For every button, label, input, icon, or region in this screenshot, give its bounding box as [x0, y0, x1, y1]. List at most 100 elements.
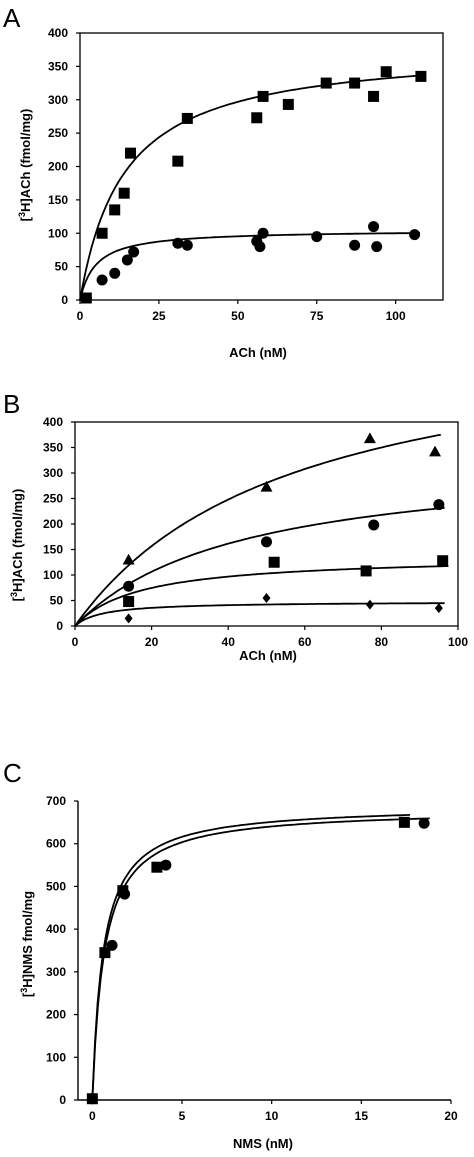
- panel-a-circle-point: [257, 227, 269, 239]
- panel-b-x-axis-label: ACh (nM): [239, 648, 297, 663]
- panel-a-circle-point: [181, 239, 193, 251]
- panel-a-y-tick-label: 300: [48, 93, 68, 107]
- panel-b-triangle-point: [429, 445, 442, 457]
- panel-b-y-tick-label: 150: [43, 543, 63, 557]
- panel-a-circle-point: [368, 221, 380, 233]
- panel-c-plot-area: 0 100 200 300 400 500 600 700 0 5 10 15 20: [46, 794, 458, 1123]
- panel-b-fit-curve-square: [74, 565, 449, 627]
- panel-b-circle-point: [123, 580, 135, 592]
- panel-c-x-tick-label: 15: [355, 1109, 369, 1123]
- panel-a-circle-point: [371, 241, 383, 253]
- panel-a-circle-point: [254, 241, 266, 253]
- panel-a-y-tick-label: 50: [55, 260, 69, 274]
- panel-b-triangle-point: [122, 553, 135, 565]
- panel-c-circle-point: [160, 859, 172, 871]
- panel-b-y-tick-label: 300: [43, 466, 63, 480]
- panel-c-letter: C: [3, 758, 22, 788]
- panel-c-square-point: [398, 816, 410, 828]
- panel-a-y-tick-label: 0: [61, 293, 68, 307]
- panel-a-y-tick-label: 150: [48, 193, 68, 207]
- panel-c-circle-point: [119, 888, 131, 900]
- panel-b-y-tick-label: 100: [43, 568, 63, 582]
- panel-b-y-tick-label: 400: [43, 415, 63, 429]
- panel-b-diamond-point: [365, 599, 374, 610]
- panel-c-x-tick-label: 20: [444, 1109, 458, 1123]
- panel-a-y-axis-label: [3H]ACh (fmol/mg): [17, 109, 33, 222]
- panel-c-y-axis-label: [3H]NMS fmol/mg: [19, 891, 35, 997]
- panel-a: A [3H]ACh (fmol/mg) ACh (nM) 0 50 100 150 20…: [3, 3, 444, 360]
- panel-c-square-point: [151, 861, 163, 873]
- panel-c-fit-curve-square: [91, 814, 411, 1101]
- panel-b-triangle-point: [363, 432, 376, 444]
- panel-a-y-tick-label: 350: [48, 59, 68, 73]
- panel-b-square-point: [437, 555, 449, 567]
- panel-a-square-point: [349, 77, 361, 89]
- panel-a-square-point: [172, 155, 184, 167]
- panel-a-circle-point: [172, 237, 184, 249]
- panel-c-y-tick-label: 500: [46, 879, 66, 893]
- panel-c-x-tick-label: 0: [89, 1109, 96, 1123]
- panel-b-triangle-point: [260, 480, 273, 492]
- panel-a-square-point: [251, 112, 263, 124]
- panel-a-x-tick-label: 75: [310, 309, 324, 323]
- panel-a-x-tick-label: 100: [386, 309, 406, 323]
- panel-a-square-point: [125, 147, 137, 159]
- panel-b-letter: B: [3, 389, 20, 419]
- panel-a-x-tick-label: 25: [152, 309, 166, 323]
- panel-a-x-axis-label: ACh (nM): [229, 345, 287, 360]
- panel-b-square-point: [268, 556, 280, 568]
- panel-b-diamond-point: [124, 613, 133, 624]
- panel-a-square-point: [181, 112, 193, 124]
- panel-a-x-tick-label: 0: [77, 309, 84, 323]
- panel-a-y-tick-label: 400: [48, 26, 68, 40]
- panel-c-y-tick-label: 400: [46, 922, 66, 936]
- svg-text:[3H]ACh (fmol/mg): [3H]ACh (fmol/mg): [9, 489, 25, 602]
- panel-c-y-tick-label: 200: [46, 1008, 66, 1022]
- panel-a-x-tick-label: 50: [231, 309, 245, 323]
- panel-a-y-tick-label: 200: [48, 160, 68, 174]
- panel-c-x-tick-label: 10: [265, 1109, 279, 1123]
- panel-b-x-tick-label: 80: [375, 635, 389, 649]
- svg-text:[3H]ACh (fmol/mg): [3H]ACh (fmol/mg): [17, 109, 33, 222]
- panel-c-circle-point: [86, 1093, 98, 1105]
- panel-b-y-tick-label: 250: [43, 492, 63, 506]
- panel-c-circle-point: [106, 939, 118, 951]
- panel-b-square-point: [123, 596, 135, 608]
- panel-a-fit-curve-circle: [79, 232, 420, 301]
- panel-c-y-tick-label: 600: [46, 837, 66, 851]
- panel-b-fit-curve-triangle: [74, 433, 441, 627]
- panel-a-y-tick-label: 250: [48, 126, 68, 140]
- panel-b-y-tick-label: 200: [43, 517, 63, 531]
- panel-a-circle-point: [109, 267, 121, 279]
- panel-a-fit-curve-square: [79, 74, 427, 301]
- panel-a-circle-point: [121, 254, 133, 266]
- panel-a-square-point: [282, 98, 294, 110]
- panel-b-square-point: [360, 565, 372, 577]
- panel-a-square-point: [96, 227, 108, 239]
- panel-b-x-tick-label: 40: [222, 635, 236, 649]
- panel-b-x-tick-label: 0: [72, 635, 79, 649]
- panel-a-circle-point: [409, 229, 421, 241]
- panel-b-y-tick-label: 0: [56, 619, 63, 633]
- panel-c-y-tick-label: 0: [59, 1093, 66, 1107]
- panel-b-y-axis-label: [3H]ACh (fmol/mg): [9, 489, 25, 602]
- panel-a-letter: A: [3, 3, 21, 33]
- panel-a-circle-point: [96, 274, 108, 286]
- panel-c: C [3H]NMS fmol/mg NMS (nM) 0100200300400…: [3, 758, 458, 1151]
- panel-a-circle-point: [311, 231, 323, 243]
- panel-a-circle-point: [128, 246, 140, 258]
- panel-c-x-tick-label: 5: [179, 1109, 186, 1123]
- panel-b-fit-curve-circle: [74, 506, 445, 627]
- panel-b-circle-point: [433, 499, 445, 511]
- panel-b-x-tick-label: 60: [298, 635, 312, 649]
- panel-c-y-tick-label: 700: [46, 794, 66, 808]
- panel-c-y-tick-label: 300: [46, 965, 66, 979]
- panel-a-square-point: [257, 90, 269, 102]
- panel-a-plot-area: 0 50 100 150 200 250 300 350 400 0 25 50 75 100: [48, 26, 444, 323]
- svg-text:[3H]NMS fmol/mg: [3H]NMS fmol/mg: [19, 891, 35, 997]
- panel-a-circle-point: [80, 292, 92, 304]
- panel-b-y-tick-label: 350: [43, 441, 63, 455]
- panel-a-square-point: [109, 204, 121, 216]
- panel-b-circle-point: [261, 536, 272, 548]
